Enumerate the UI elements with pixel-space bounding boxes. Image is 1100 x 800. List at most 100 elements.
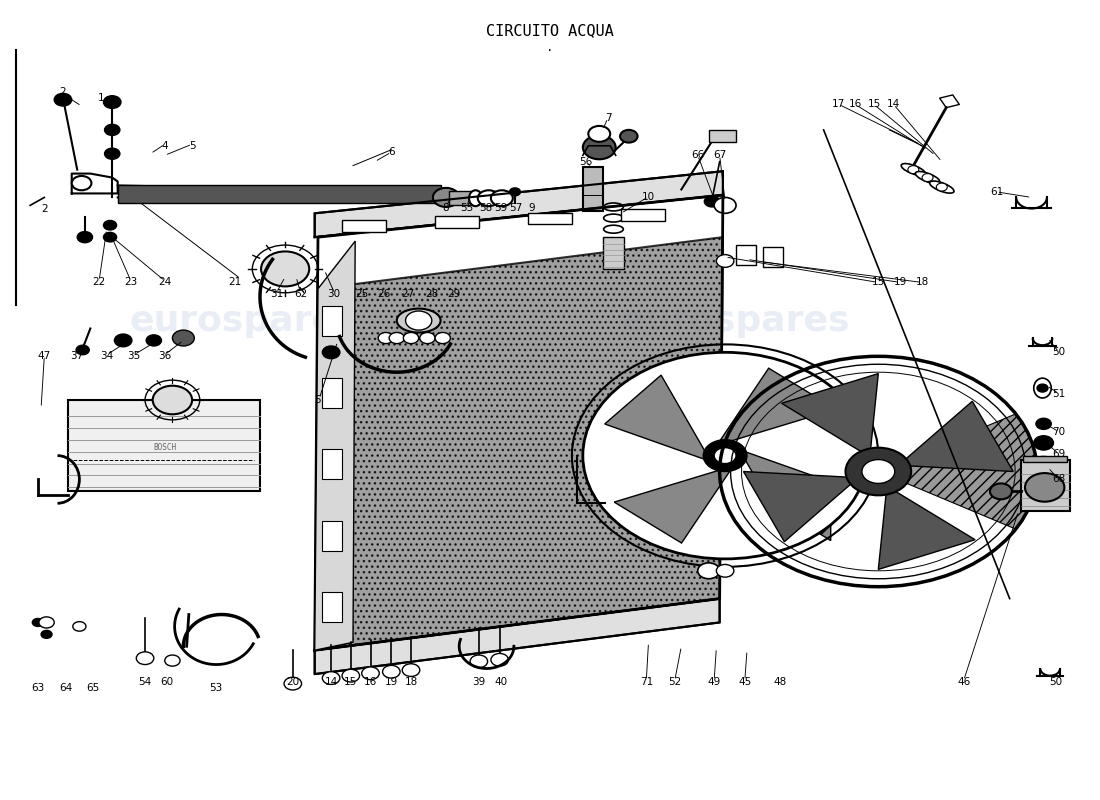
Polygon shape — [744, 471, 858, 542]
Text: eurospares: eurospares — [130, 303, 358, 338]
Circle shape — [470, 655, 487, 668]
Circle shape — [714, 198, 736, 214]
Circle shape — [165, 655, 180, 666]
Circle shape — [103, 232, 117, 242]
Circle shape — [1025, 473, 1065, 502]
Bar — [621, 209, 664, 221]
Circle shape — [406, 311, 432, 330]
Polygon shape — [614, 466, 734, 543]
Ellipse shape — [469, 190, 482, 206]
Circle shape — [77, 231, 92, 242]
Text: 35: 35 — [128, 351, 141, 362]
Polygon shape — [315, 237, 723, 650]
Circle shape — [908, 166, 918, 174]
Text: 25: 25 — [355, 289, 368, 298]
Ellipse shape — [901, 163, 925, 176]
Text: 20: 20 — [286, 677, 299, 687]
Text: 56: 56 — [580, 157, 593, 166]
Bar — [322, 378, 342, 408]
Text: 50: 50 — [1049, 677, 1063, 687]
Ellipse shape — [915, 171, 939, 183]
Text: 52: 52 — [668, 677, 681, 687]
Text: 27: 27 — [402, 289, 415, 298]
Ellipse shape — [604, 214, 624, 222]
Text: 60: 60 — [161, 677, 174, 687]
Circle shape — [322, 672, 340, 685]
Text: 16: 16 — [849, 99, 862, 110]
Circle shape — [342, 670, 360, 682]
Circle shape — [383, 666, 400, 678]
Circle shape — [362, 667, 380, 680]
Text: 55: 55 — [460, 202, 473, 213]
Text: 71: 71 — [640, 677, 653, 687]
Circle shape — [420, 333, 436, 343]
Bar — [603, 237, 625, 269]
Text: 4: 4 — [162, 141, 168, 150]
Text: 57: 57 — [509, 202, 522, 213]
Circle shape — [378, 333, 394, 343]
Bar — [449, 191, 473, 206]
Bar — [322, 521, 342, 551]
Circle shape — [72, 176, 91, 190]
Circle shape — [1032, 457, 1056, 474]
Ellipse shape — [604, 203, 624, 211]
Text: 64: 64 — [59, 682, 73, 693]
Circle shape — [153, 386, 192, 414]
Text: 58: 58 — [478, 202, 492, 213]
Circle shape — [714, 448, 736, 463]
Circle shape — [261, 251, 309, 286]
Text: 68: 68 — [1053, 474, 1066, 485]
Text: 15: 15 — [344, 677, 358, 687]
Text: 36: 36 — [158, 351, 172, 362]
Text: 9: 9 — [528, 202, 535, 213]
Text: 40: 40 — [494, 677, 507, 687]
Text: 47: 47 — [37, 351, 51, 362]
Text: eurospares: eurospares — [621, 303, 850, 338]
Circle shape — [1037, 384, 1048, 392]
Bar — [342, 220, 386, 231]
Polygon shape — [717, 368, 836, 446]
Text: 19: 19 — [385, 677, 398, 687]
Circle shape — [103, 96, 121, 109]
Polygon shape — [782, 374, 878, 457]
Circle shape — [54, 94, 72, 106]
Text: 6: 6 — [388, 147, 395, 157]
Circle shape — [173, 330, 195, 346]
Text: 7: 7 — [605, 113, 612, 123]
Circle shape — [491, 654, 508, 666]
Text: 2: 2 — [59, 86, 66, 97]
Text: 30: 30 — [327, 289, 340, 298]
Circle shape — [32, 618, 43, 626]
Ellipse shape — [1034, 378, 1052, 398]
Bar — [583, 167, 603, 211]
Circle shape — [136, 652, 154, 665]
Text: 5: 5 — [315, 395, 321, 405]
Circle shape — [146, 335, 162, 346]
Text: 45: 45 — [738, 677, 751, 687]
Text: 8: 8 — [442, 202, 449, 213]
Text: 37: 37 — [70, 351, 84, 362]
Polygon shape — [315, 598, 719, 674]
Text: 51: 51 — [1053, 389, 1066, 398]
Circle shape — [1036, 418, 1052, 430]
Circle shape — [403, 664, 420, 677]
Circle shape — [703, 440, 747, 471]
Circle shape — [477, 190, 499, 206]
Polygon shape — [878, 486, 975, 570]
Circle shape — [73, 622, 86, 631]
Text: 39: 39 — [472, 677, 485, 687]
Text: 54: 54 — [139, 677, 152, 687]
Circle shape — [389, 333, 405, 343]
Circle shape — [716, 565, 734, 577]
Text: 70: 70 — [1053, 426, 1066, 437]
Text: 24: 24 — [158, 278, 172, 287]
Text: 62: 62 — [294, 289, 307, 298]
Bar — [322, 450, 342, 479]
Text: 21: 21 — [228, 278, 241, 287]
Circle shape — [862, 459, 894, 483]
Text: .: . — [547, 41, 553, 54]
Text: 10: 10 — [642, 192, 656, 202]
Ellipse shape — [604, 226, 624, 233]
Polygon shape — [719, 402, 830, 541]
Circle shape — [404, 333, 419, 343]
